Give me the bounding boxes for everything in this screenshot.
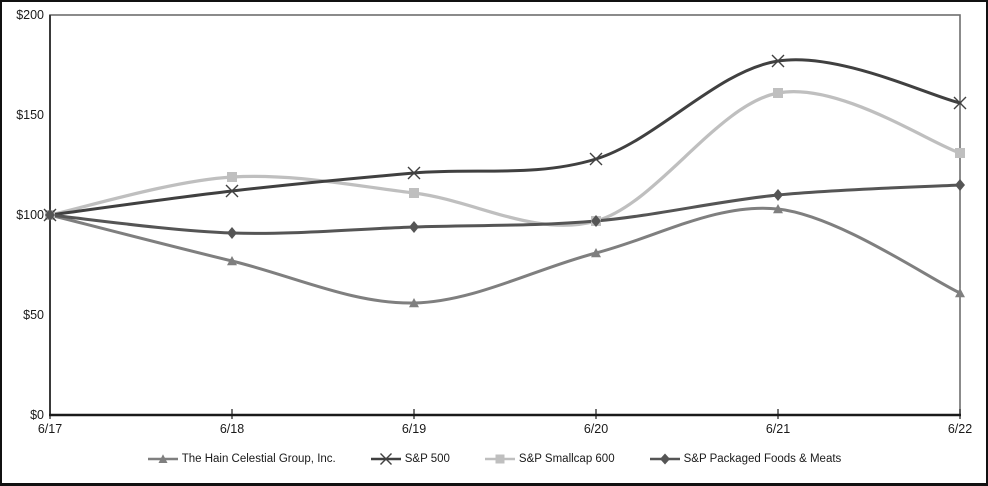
legend-item: S&P 500 [370,452,450,466]
triangle-marker [773,204,783,214]
triangle-marker [591,248,601,258]
x-marker [407,166,421,180]
diamond-marker [955,179,965,191]
x-axis-tick-label: 6/18 [220,422,244,436]
legend-item: S&P Packaged Foods & Meats [649,452,842,466]
legend-label: S&P 500 [404,453,450,465]
x-axis-tick-label: 6/22 [948,422,972,436]
triangle-marker [227,256,237,266]
series-line [48,58,962,217]
x-legend-marker-icon [370,453,401,465]
x-marker [953,96,967,110]
triangle-legend-marker-icon [147,454,178,463]
series-line [48,183,962,235]
y-axis-tick-label: $0 [30,408,44,422]
series-line [48,90,962,227]
diamond-marker [409,221,419,233]
legend-item: The Hain Celestial Group, Inc. [147,452,336,466]
y-axis-tick-label: $50 [23,308,44,322]
x-marker [771,54,785,68]
chart-legend: The Hain Celestial Group, Inc. S&P 500 S&P… [2,452,986,466]
x-axis-tick-label: 6/21 [766,422,790,436]
diamond-marker [45,209,55,221]
square-legend-marker-icon [484,454,515,464]
x-axis-tick-label: 6/17 [38,422,62,436]
y-axis-tick-label: $100 [16,208,44,222]
y-axis-tick-label: $150 [16,108,44,122]
legend-label: S&P Smallcap 600 [518,453,615,465]
triangle-marker [955,288,965,298]
legend-label: The Hain Celestial Group, Inc. [181,453,336,465]
x-marker [225,184,239,198]
y-axis-tick-label: $200 [16,8,44,22]
x-axis-tick-label: 6/19 [402,422,426,436]
x-axis-tick-label: 6/20 [584,422,608,436]
plot-area: $200 $150 $100 $50 $06/17 6/18 6/19 6/20 6/21 6/2… [16,8,972,436]
square-marker [409,188,419,198]
series-line [48,206,962,305]
square-marker [955,148,965,158]
diamond-marker [591,215,601,227]
square-marker [773,88,783,98]
legend-label: S&P Packaged Foods & Meats [683,453,842,465]
x-marker [589,152,603,166]
legend-item: S&P Smallcap 600 [484,452,615,466]
diamond-legend-marker-icon [649,453,680,465]
triangle-marker [409,298,419,308]
diamond-marker [773,189,783,201]
square-marker [227,172,237,182]
diamond-marker [227,227,237,239]
